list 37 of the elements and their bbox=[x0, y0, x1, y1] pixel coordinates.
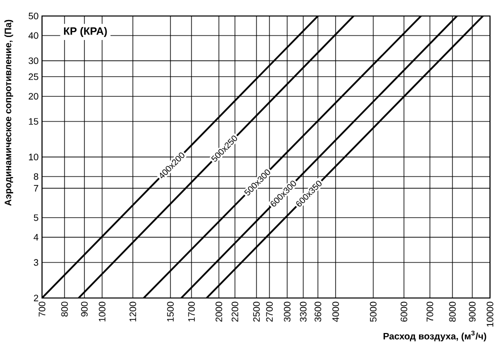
x-tick-label: 2000 bbox=[216, 302, 222, 322]
y-tick-label: 2 bbox=[34, 294, 38, 302]
y-tick-label: 25 bbox=[28, 73, 38, 80]
x-tick-label: 10000 bbox=[486, 302, 494, 327]
x-tick-label: 3600 bbox=[314, 302, 322, 322]
x-tick-label: 1700 bbox=[188, 302, 195, 322]
x-tick-label: 5000 bbox=[370, 302, 377, 322]
x-tick-label: 7000 bbox=[426, 302, 434, 322]
x-tick-label: 1500 bbox=[167, 302, 174, 322]
y-tick-label: 8 bbox=[34, 173, 38, 180]
y-tick-label: 3 bbox=[34, 259, 38, 266]
y-tick-label: 30 bbox=[28, 57, 38, 64]
y-tick-label: 5 bbox=[34, 214, 38, 221]
x-tick-label: 4000 bbox=[332, 302, 339, 322]
x-tick-label: 900 bbox=[81, 302, 88, 316]
y-tick-label: 4 bbox=[34, 234, 38, 240]
y-tick-label: 7 bbox=[34, 185, 38, 192]
x-tick-label: 2200 bbox=[232, 302, 238, 322]
x-tick-label: 2700 bbox=[266, 302, 273, 322]
x-tick-label: 3000 bbox=[284, 302, 290, 322]
y-tick-label: 40 bbox=[28, 32, 38, 39]
x-tick-label: 3300 bbox=[300, 302, 307, 322]
text: КР (КРА) bbox=[64, 26, 107, 37]
x-tick-label: 1200 bbox=[130, 302, 136, 322]
x-tick-label: 2500 bbox=[253, 302, 260, 322]
x-tick-label: 1000 bbox=[98, 302, 106, 322]
y-tick-label: 50 bbox=[28, 12, 38, 20]
x-axis-title: Расход воздуха, (м$^{3}$/ч) bbox=[384, 330, 486, 342]
y-tick-label: 15 bbox=[28, 118, 38, 125]
y-axis-title: Аэродинамическое сопротивление, (Па) bbox=[4, 20, 14, 206]
x-tick-label: 800 bbox=[61, 302, 68, 317]
y-tick-label: 20 bbox=[28, 92, 38, 100]
x-tick-label: 9000 bbox=[468, 302, 476, 322]
x-tick-label: 700 bbox=[38, 302, 46, 316]
x-tick-label: 6000 bbox=[400, 302, 408, 322]
x-tick-label: 8000 bbox=[449, 302, 456, 322]
y-tick-label: 10 bbox=[28, 154, 38, 160]
